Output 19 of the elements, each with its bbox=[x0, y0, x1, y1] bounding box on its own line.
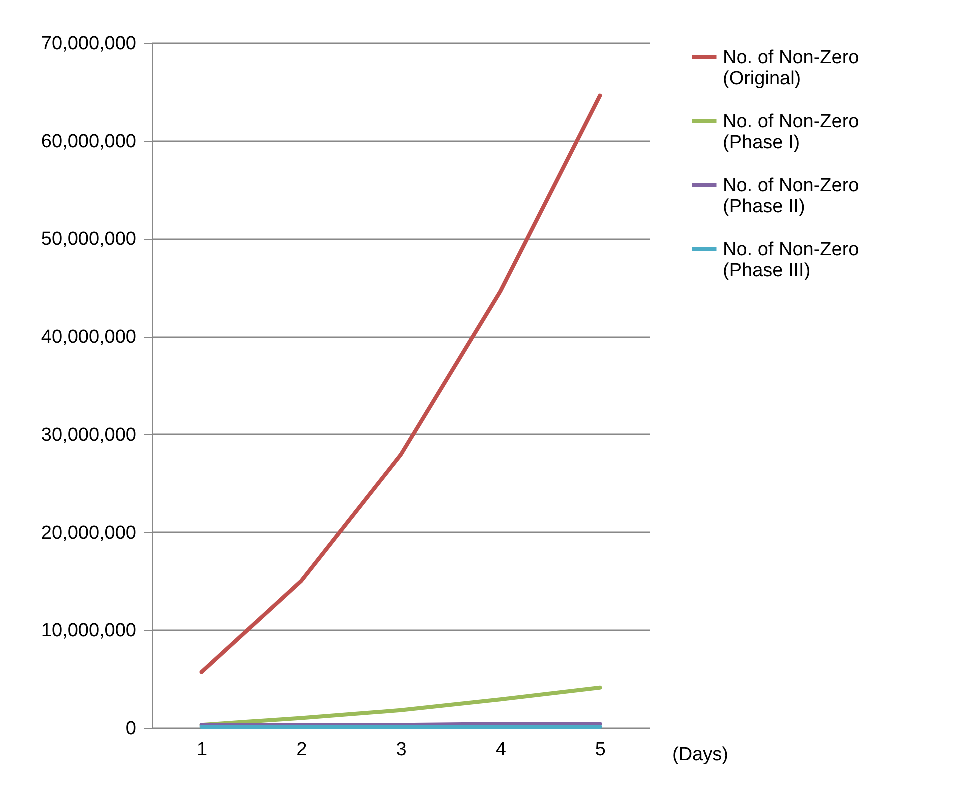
legend-label: No. of Non-Zero (Phase I) bbox=[723, 112, 860, 154]
y-tick-label: 20,000,000 bbox=[41, 522, 136, 544]
y-tick-label: 70,000,000 bbox=[41, 34, 136, 54]
y-tick-label: 0 bbox=[126, 718, 136, 740]
y-tick-label: 40,000,000 bbox=[41, 327, 136, 348]
legend-label: No. of Non-Zero (Phase II) bbox=[723, 176, 860, 218]
x-tick-label: 2 bbox=[296, 740, 308, 760]
x-tick-label: 4 bbox=[496, 740, 507, 760]
y-tick-label: 30,000,000 bbox=[41, 424, 136, 446]
x-tick-label: 1 bbox=[197, 740, 208, 760]
x-axis-title: (Days) bbox=[672, 744, 728, 766]
x-tick-label: 3 bbox=[396, 740, 407, 760]
legend-label: No. of Non-Zero (Original) bbox=[723, 48, 860, 90]
y-tick-label: 60,000,000 bbox=[41, 131, 136, 152]
x-tick-label: 5 bbox=[595, 740, 606, 760]
line-series bbox=[200, 94, 602, 674]
legend-label: No. of Non-Zero (Phase III) bbox=[723, 240, 860, 282]
y-tick-label: 50,000,000 bbox=[41, 229, 136, 250]
y-tick-label: 10,000,000 bbox=[41, 620, 136, 642]
